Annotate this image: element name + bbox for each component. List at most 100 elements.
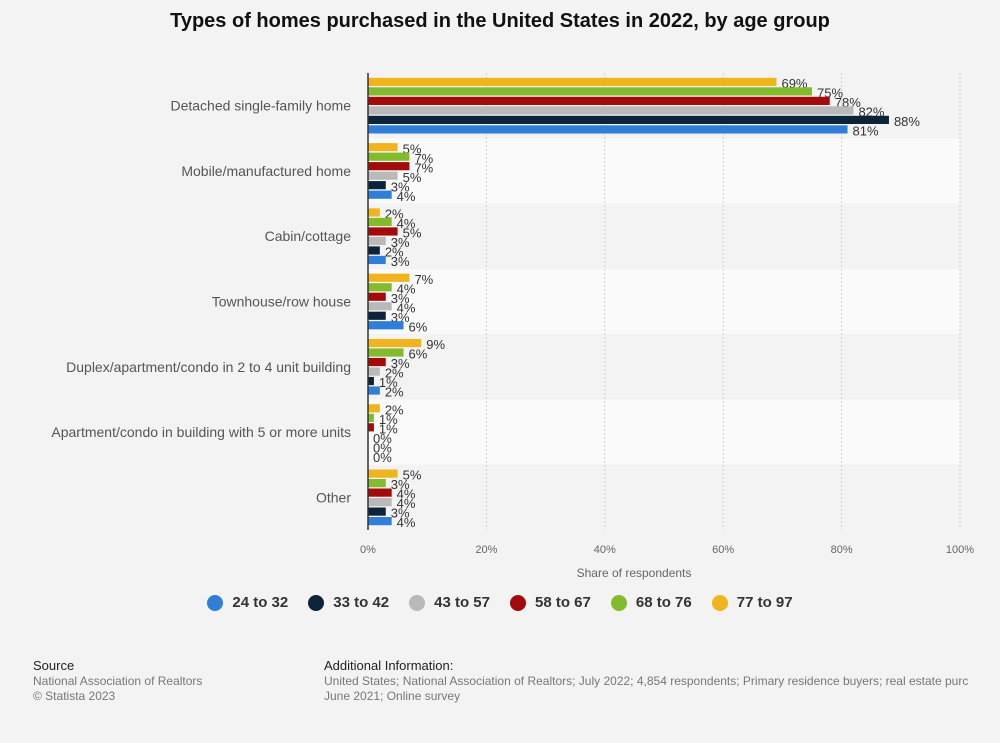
bar — [368, 292, 386, 301]
data-label: 3% — [391, 477, 410, 492]
data-label: 1% — [379, 412, 398, 427]
bar — [368, 488, 392, 497]
data-label: 4% — [397, 189, 416, 204]
bar — [368, 386, 380, 395]
bar — [368, 273, 410, 282]
legend-marker — [207, 594, 224, 611]
bar — [368, 311, 386, 320]
data-label: 3% — [391, 291, 410, 306]
legend-marker — [510, 594, 526, 611]
x-tick-label: 100% — [946, 544, 974, 556]
data-label: 0% — [373, 440, 392, 455]
data-label: 7% — [414, 160, 433, 175]
data-label: 69% — [781, 76, 807, 91]
data-label: 6% — [409, 319, 428, 334]
category-band — [368, 138, 960, 204]
data-label: 2% — [385, 385, 404, 400]
bar — [368, 87, 812, 96]
data-label: 1% — [379, 375, 398, 390]
legend-item[interactable]: 24 to 32 — [207, 594, 288, 611]
legend-item[interactable]: 58 to 67 — [510, 594, 591, 611]
category-band — [368, 334, 960, 400]
x-tick-label: 60% — [712, 544, 734, 556]
data-label: 4% — [397, 300, 416, 315]
bar — [368, 143, 398, 152]
data-label: 81% — [853, 123, 879, 138]
bar — [368, 236, 386, 246]
legend-item[interactable]: 43 to 57 — [409, 594, 490, 611]
bar — [368, 404, 380, 413]
bar — [368, 338, 422, 348]
x-tick-label: 40% — [594, 544, 616, 556]
data-label: 4% — [397, 515, 416, 530]
bar — [368, 77, 777, 86]
data-label: 5% — [403, 468, 422, 483]
bar — [368, 246, 380, 255]
data-label: 2% — [385, 402, 404, 417]
bar — [368, 162, 410, 171]
category-band — [368, 464, 960, 530]
data-label: 88% — [894, 114, 920, 129]
data-label: 3% — [391, 235, 410, 250]
category-label: Mobile/manufactured home — [181, 163, 351, 179]
data-label: 2% — [385, 207, 404, 222]
legend-item[interactable]: 77 to 97 — [711, 594, 793, 611]
bar — [368, 181, 386, 190]
chart-title: Types of homes purchased in the United S… — [170, 10, 830, 32]
category-label: Other — [316, 489, 351, 505]
source-line: National Association of Realtors — [33, 674, 203, 688]
bar — [368, 227, 398, 236]
x-tick-label: 20% — [475, 544, 497, 556]
bar — [368, 255, 386, 265]
category-label: Cabin/cottage — [265, 228, 352, 244]
data-label: 82% — [858, 104, 884, 119]
data-label: 7% — [414, 151, 433, 166]
bar — [368, 517, 392, 526]
copyright-line: © Statista 2023 — [33, 689, 116, 703]
data-label: 5% — [403, 170, 422, 185]
data-label: 4% — [397, 216, 416, 231]
data-label: 5% — [403, 141, 422, 156]
data-label: 3% — [391, 179, 410, 194]
category-label: Apartment/condo in building with 5 or mo… — [51, 424, 351, 440]
bar — [368, 357, 386, 367]
bar — [368, 507, 386, 516]
additional-info-line: United States; National Association of R… — [324, 674, 969, 688]
x-axis-title: Share of respondents — [577, 566, 692, 580]
data-label: 3% — [391, 254, 410, 269]
source-block: Source National Association of Realtors … — [33, 658, 293, 704]
data-label: 75% — [817, 85, 843, 100]
bar — [368, 190, 392, 199]
bar — [368, 479, 386, 488]
data-label: 0% — [373, 450, 392, 465]
bar — [368, 125, 848, 134]
category-label: Duplex/apartment/condo in 2 to 4 unit bu… — [66, 359, 351, 375]
additional-info-block: Additional Information: United States; N… — [324, 658, 1000, 704]
bar — [368, 115, 889, 124]
data-label: 1% — [379, 421, 398, 436]
bar — [368, 302, 392, 311]
bar — [368, 376, 374, 386]
source-heading: Source — [33, 658, 75, 673]
x-tick-label: 80% — [831, 544, 853, 556]
data-label: 4% — [397, 496, 416, 511]
legend-marker — [308, 594, 325, 611]
data-label: 3% — [391, 356, 410, 371]
bar — [368, 171, 398, 180]
data-label: 78% — [835, 95, 861, 110]
data-label: 2% — [385, 245, 404, 260]
data-label: 4% — [397, 487, 416, 502]
legend-item[interactable]: 68 to 76 — [610, 594, 692, 611]
additional-info-line: June 2021; Online survey — [324, 689, 461, 703]
data-label: 4% — [397, 281, 416, 296]
legend-label: 24 to 32 — [232, 594, 289, 611]
bar — [368, 348, 404, 357]
legend-item[interactable]: 33 to 42 — [308, 594, 389, 611]
legend-marker — [610, 594, 627, 611]
bar — [368, 96, 830, 105]
category-band — [368, 399, 960, 465]
category-band — [368, 203, 960, 269]
legend-label: 43 to 57 — [434, 594, 490, 611]
bar-chart: 0% 20% 40% 60% 80% 100% Share of respondents De… — [51, 73, 974, 580]
data-label: 3% — [391, 506, 410, 521]
